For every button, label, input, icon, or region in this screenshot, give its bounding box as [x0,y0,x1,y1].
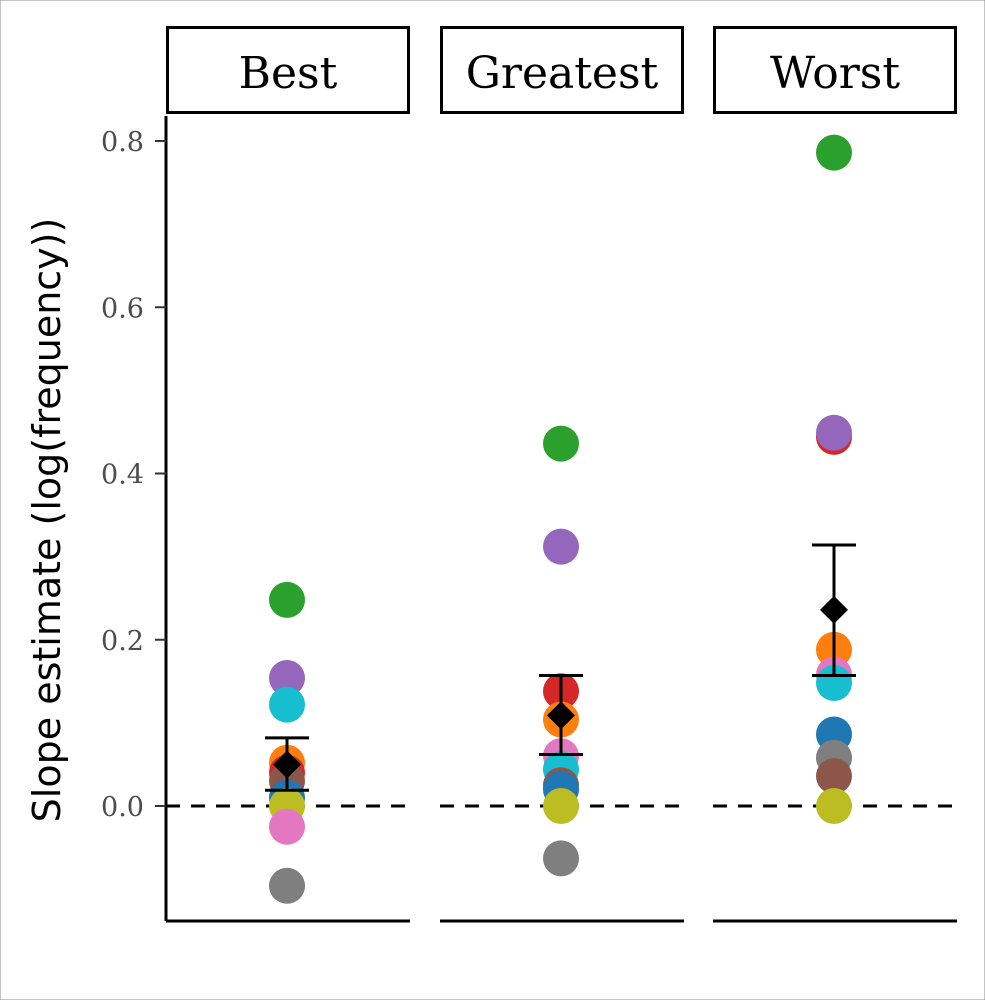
mean-marker-2 [820,595,848,624]
data-point-2-8 [816,758,852,795]
data-point-2-2 [816,414,852,451]
data-point-1-9 [543,840,579,877]
data-point-1-8 [543,788,579,824]
y-tick-label-0: 0.0 [101,792,144,823]
data-point-0-9 [269,867,305,904]
data-point-0-8 [269,808,305,845]
plot-layer: 0.0 0.2 0.4 0.6 0.8 Best Greatest Worst [101,26,959,923]
strip-label-0: Best [239,48,338,99]
y-axis-title: Slope estimate (log(frequency)) [25,218,69,823]
data-point-0-2 [269,686,305,723]
strip-box-0 [166,26,410,114]
y-tick-label-1: 0.2 [101,626,144,657]
strip-box-2 [713,26,957,114]
strip-label-1: Greatest [466,48,659,99]
data-point-2-5 [816,664,852,701]
y-tick-label-2: 0.4 [101,460,144,491]
data-point-0-0 [269,581,305,618]
strip-box-1 [440,26,684,114]
strip-label-2: Worst [770,48,900,99]
y-tick-label-3: 0.6 [101,293,144,324]
mean-marker-1 [547,701,575,730]
data-point-1-1 [543,528,579,565]
data-point-1-0 [543,425,579,462]
data-point-2-0 [816,134,852,171]
y-tick-label-4: 0.8 [101,127,144,158]
mean-marker-0 [273,750,301,779]
data-point-2-9 [816,788,852,824]
data-point-0-1 [269,659,305,696]
